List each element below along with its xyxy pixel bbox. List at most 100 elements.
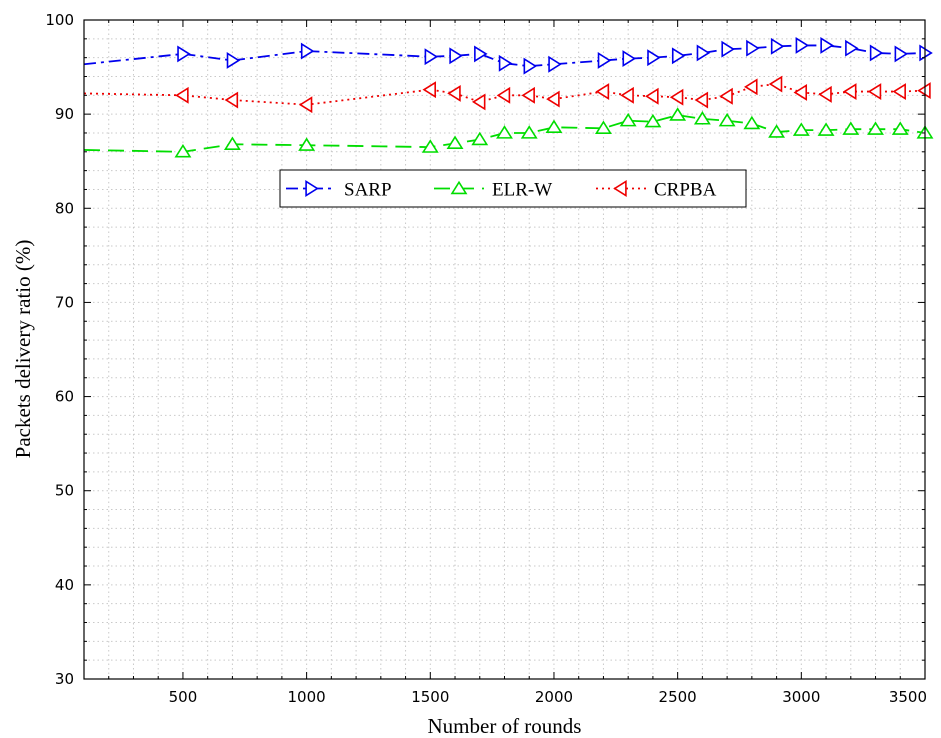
- data-point: [177, 45, 191, 63]
- legend-label: ELR-W: [492, 180, 552, 201]
- y-tick-label: 80: [55, 199, 74, 217]
- data-point: [917, 82, 931, 100]
- data-point: [842, 121, 860, 135]
- data-point: [474, 45, 488, 63]
- data-point: [523, 57, 538, 75]
- data-point: [768, 124, 786, 138]
- x-tick-label: 3000: [782, 688, 820, 706]
- data-point: [446, 135, 464, 150]
- legend-item: ELR-W: [434, 180, 552, 201]
- data-point: [223, 136, 241, 150]
- y-tick-label: 70: [55, 293, 74, 311]
- data-point: [820, 36, 834, 54]
- y-tick-label: 40: [55, 576, 74, 594]
- data-point: [842, 83, 857, 100]
- data-point: [919, 44, 933, 62]
- data-point: [620, 86, 634, 104]
- data-point: [647, 49, 661, 67]
- data-point: [594, 120, 612, 134]
- data-point: [597, 52, 612, 69]
- data-point: [447, 84, 461, 102]
- data-point: [548, 55, 562, 73]
- data-point: [300, 42, 315, 60]
- data-point: [817, 122, 835, 136]
- data-point: [744, 78, 758, 96]
- x-tick-label: 500: [169, 688, 198, 706]
- data-point: [471, 131, 489, 146]
- grid-lines: [84, 20, 925, 679]
- data-point: [721, 40, 735, 58]
- legend-marker: [613, 180, 627, 197]
- data-point: [520, 125, 538, 139]
- legend-item: SARP: [286, 180, 392, 201]
- series-crpba: [83, 75, 931, 114]
- data-point: [718, 112, 736, 127]
- data-point: [298, 137, 316, 151]
- tick-labels: 500 1000 1500 2000 2500 3000 3500 30 40 50 60 70 80 9…: [45, 11, 927, 706]
- legend-box: [279, 169, 747, 208]
- data-point: [174, 143, 192, 158]
- legend: SARP ELR-W CRPBA: [279, 169, 747, 208]
- legend-marker: [305, 180, 319, 197]
- data-point: [693, 111, 711, 125]
- data-point: [694, 91, 709, 109]
- data-point: [175, 86, 189, 104]
- data-point: [226, 52, 241, 69]
- x-tick-label: 1500: [411, 688, 449, 706]
- x-tick-label: 2000: [535, 688, 573, 706]
- y-axis-title: Packets delivery ratio (%): [11, 240, 35, 459]
- data-point: [768, 75, 783, 93]
- data-point: [845, 39, 859, 57]
- data-point: [892, 83, 906, 100]
- data-point: [743, 115, 761, 130]
- data-point: [545, 119, 563, 134]
- data-point: [496, 125, 513, 139]
- data-point: [869, 44, 884, 62]
- data-point: [746, 39, 760, 57]
- x-axis-title: Number of rounds: [428, 714, 582, 738]
- x-tick-label: 3500: [889, 688, 927, 706]
- data-point: [546, 90, 560, 108]
- y-tick-label: 90: [55, 105, 74, 123]
- series-group: [83, 36, 934, 158]
- data-point: [894, 45, 909, 63]
- data-point: [421, 139, 439, 153]
- data-point: [424, 48, 439, 66]
- y-tick-label: 30: [55, 670, 74, 688]
- data-point: [696, 44, 711, 62]
- legend-label: SARP: [344, 180, 392, 201]
- data-point: [867, 121, 884, 135]
- data-point: [645, 87, 659, 105]
- data-point: [792, 122, 810, 136]
- data-point: [498, 54, 513, 72]
- data-point: [471, 93, 486, 111]
- data-point: [298, 96, 313, 114]
- data-point: [496, 86, 511, 104]
- data-point: [449, 47, 463, 65]
- data-point: [795, 36, 810, 54]
- data-point: [793, 84, 808, 101]
- data-point: [422, 81, 436, 99]
- data-point: [224, 91, 239, 109]
- x-tick-label: 2500: [659, 688, 697, 706]
- y-tick-label: 60: [55, 388, 74, 406]
- data-point: [867, 83, 882, 100]
- data-point: [622, 50, 636, 68]
- data-point: [595, 83, 610, 100]
- y-tick-label: 100: [45, 11, 74, 29]
- data-point: [891, 121, 909, 135]
- data-point: [521, 86, 535, 104]
- data-point: [619, 112, 637, 127]
- x-tick-label: 1000: [288, 688, 326, 706]
- data-point: [669, 107, 687, 121]
- data-point: [719, 87, 733, 105]
- legend-label: CRPBA: [654, 180, 717, 201]
- data-point: [770, 37, 785, 55]
- data-point: [671, 47, 686, 65]
- data-point: [644, 113, 662, 128]
- data-point: [818, 85, 832, 103]
- legend-item: CRPBA: [596, 180, 717, 201]
- legend-marker: [450, 180, 468, 195]
- series-sarp: [83, 36, 933, 75]
